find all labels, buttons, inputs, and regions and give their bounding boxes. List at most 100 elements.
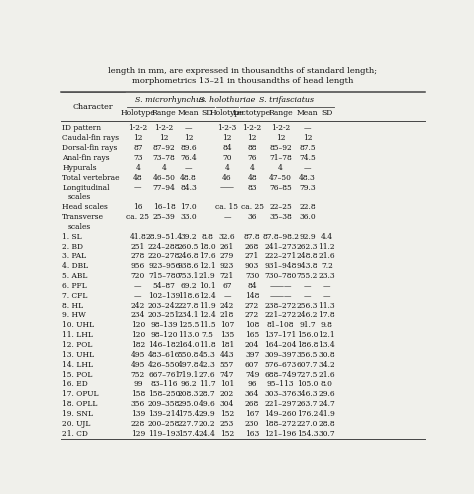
Text: 25–39: 25–39 (153, 213, 175, 221)
Text: 42.3: 42.3 (199, 361, 216, 369)
Text: 262.3: 262.3 (297, 243, 318, 250)
Text: 203–251: 203–251 (148, 312, 180, 320)
Text: 931–948: 931–948 (264, 262, 297, 270)
Text: 18.0: 18.0 (199, 243, 215, 250)
Text: 24.7: 24.7 (319, 400, 335, 408)
Text: 6. PFL: 6. PFL (62, 282, 87, 290)
Text: 242: 242 (220, 302, 234, 310)
Text: 137–171: 137–171 (264, 331, 297, 339)
Text: 749: 749 (245, 370, 259, 378)
Text: 17.8: 17.8 (319, 312, 335, 320)
Text: 164–204: 164–204 (264, 341, 297, 349)
Text: 18. OPLL: 18. OPLL (62, 400, 98, 408)
Text: 121–196: 121–196 (264, 430, 297, 438)
Text: 87.8: 87.8 (244, 233, 260, 241)
Text: 13.4: 13.4 (319, 341, 335, 349)
Text: 70: 70 (222, 154, 232, 162)
Text: 11.8: 11.8 (199, 341, 215, 349)
Text: 146–182: 146–182 (148, 341, 180, 349)
Text: 129: 129 (131, 430, 145, 438)
Text: 230: 230 (245, 420, 259, 428)
Text: 228: 228 (131, 420, 145, 428)
Text: 3. PAL: 3. PAL (62, 252, 86, 260)
Text: 92.9: 92.9 (299, 233, 316, 241)
Text: 208.3: 208.3 (178, 390, 199, 398)
Text: 12.4: 12.4 (199, 292, 216, 300)
Text: 96.2: 96.2 (180, 380, 197, 388)
Text: —: — (185, 124, 192, 132)
Text: Range: Range (268, 109, 293, 117)
Text: 22–25: 22–25 (269, 203, 292, 211)
Text: Holotype: Holotype (120, 109, 155, 117)
Text: 87.8–98.2: 87.8–98.2 (262, 233, 299, 241)
Text: 36.0: 36.0 (299, 213, 316, 221)
Text: 246.2: 246.2 (297, 312, 318, 320)
Text: S. trifasciatus: S. trifasciatus (259, 96, 314, 104)
Text: 120: 120 (131, 321, 145, 329)
Text: 202: 202 (220, 390, 234, 398)
Text: Holotype: Holotype (210, 109, 244, 117)
Text: 755.2: 755.2 (297, 272, 318, 280)
Text: 30.7: 30.7 (319, 430, 335, 438)
Text: —: — (304, 124, 311, 132)
Text: 39.2: 39.2 (180, 233, 197, 241)
Text: 10.1: 10.1 (199, 282, 215, 290)
Text: 102–139: 102–139 (148, 292, 180, 300)
Text: —: — (134, 292, 142, 300)
Text: 84: 84 (247, 282, 257, 290)
Text: 48.8: 48.8 (180, 174, 197, 182)
Text: 69.2: 69.2 (180, 282, 197, 290)
Text: 11.5: 11.5 (199, 321, 215, 329)
Text: 234: 234 (131, 312, 145, 320)
Text: 9. HW: 9. HW (62, 312, 86, 320)
Text: 11.7: 11.7 (199, 380, 215, 388)
Text: 23.3: 23.3 (319, 272, 335, 280)
Text: 923–956: 923–956 (148, 262, 180, 270)
Text: 295.0: 295.0 (178, 400, 199, 408)
Text: 47–50: 47–50 (269, 174, 292, 182)
Text: 107: 107 (220, 321, 234, 329)
Text: 730: 730 (245, 272, 259, 280)
Text: scales: scales (68, 193, 91, 202)
Text: 747: 747 (220, 370, 234, 378)
Text: 242: 242 (131, 302, 145, 310)
Text: 7. CFL: 7. CFL (62, 292, 88, 300)
Text: 21.6: 21.6 (319, 252, 335, 260)
Text: 87–92: 87–92 (153, 144, 175, 152)
Text: Hypurals: Hypurals (62, 164, 97, 172)
Text: 9.8: 9.8 (321, 321, 333, 329)
Text: 164.0: 164.0 (178, 341, 199, 349)
Text: S. microrhynchus: S. microrhynchus (135, 96, 205, 104)
Text: —: — (323, 292, 330, 300)
Text: 8.8: 8.8 (201, 233, 213, 241)
Text: 8.0: 8.0 (321, 380, 333, 388)
Text: 149–260: 149–260 (264, 410, 297, 418)
Text: 87.5: 87.5 (299, 144, 316, 152)
Text: 85–92: 85–92 (269, 144, 292, 152)
Text: 73–78: 73–78 (153, 154, 175, 162)
Text: 261: 261 (220, 243, 234, 250)
Text: 309–397: 309–397 (264, 351, 297, 359)
Text: 426–550: 426–550 (148, 361, 180, 369)
Text: 12: 12 (302, 134, 312, 142)
Text: —: — (323, 282, 330, 290)
Text: 35–38: 35–38 (269, 213, 292, 221)
Text: 33.0: 33.0 (180, 213, 197, 221)
Text: 4.4: 4.4 (321, 233, 333, 241)
Text: 83: 83 (247, 184, 257, 192)
Text: 28.9–51.4: 28.9–51.4 (146, 233, 182, 241)
Text: Anal-fin rays: Anal-fin rays (62, 154, 110, 162)
Text: 204: 204 (245, 341, 259, 349)
Text: —: — (134, 282, 142, 290)
Text: 152: 152 (220, 430, 234, 438)
Text: 118.6: 118.6 (178, 292, 199, 300)
Text: 113.0: 113.0 (178, 331, 199, 339)
Text: —: — (304, 282, 311, 290)
Text: 108: 108 (245, 321, 259, 329)
Text: Longitudinal: Longitudinal (62, 184, 109, 192)
Text: 730–780: 730–780 (264, 272, 297, 280)
Text: 8. HL: 8. HL (62, 302, 83, 310)
Text: 76: 76 (247, 154, 257, 162)
Text: scales: scales (68, 223, 91, 231)
Text: 14. LHL: 14. LHL (62, 361, 93, 369)
